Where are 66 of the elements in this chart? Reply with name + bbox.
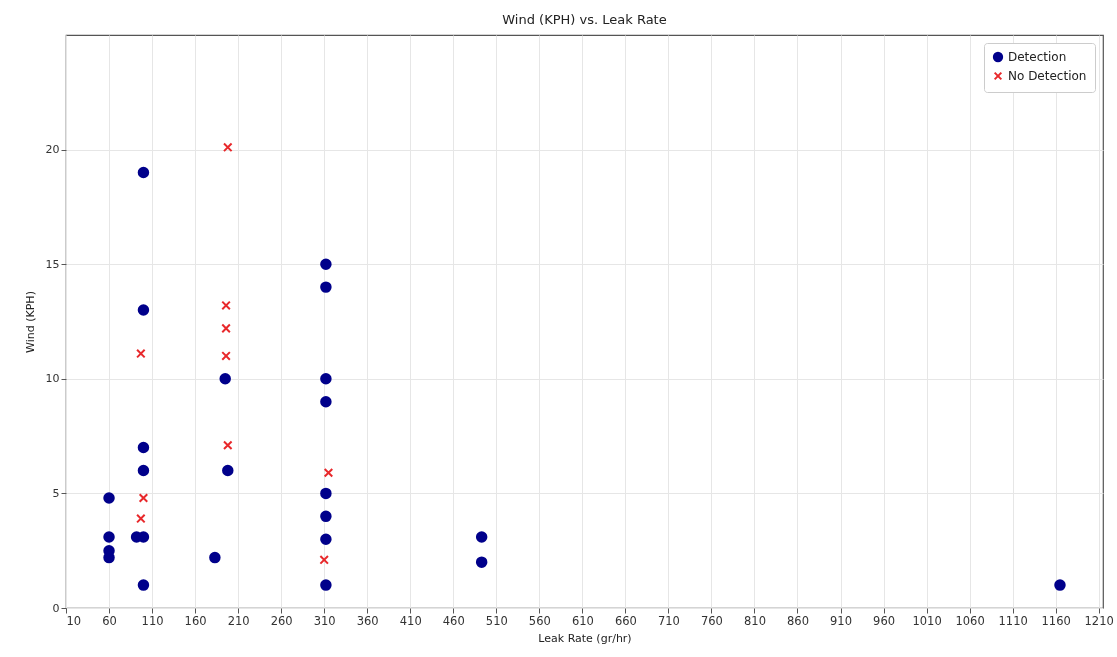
point: [136, 513, 146, 524]
point: [103, 492, 115, 504]
x-tick-label: 660: [614, 613, 637, 628]
point: [320, 579, 332, 591]
y-tick-label: 10: [45, 372, 60, 386]
y-axis-title: Wind (KPH): [23, 291, 37, 353]
point: [320, 373, 332, 385]
x-tick-label: 1110: [998, 613, 1028, 628]
x-tick-label: 1210: [1084, 613, 1114, 628]
point: [138, 493, 149, 503]
x-tick-label: 410: [399, 613, 422, 628]
x-tick-label: 1010: [912, 613, 942, 628]
y-tick-label: 0: [52, 601, 60, 615]
point: [221, 351, 231, 361]
y-tick-label: 15: [45, 257, 60, 271]
point: [137, 464, 150, 477]
point: [320, 281, 332, 293]
point: [137, 441, 150, 454]
x-tick-label: 510: [485, 613, 508, 628]
legend-label: No Detection: [1008, 69, 1087, 83]
x-tick-label: 10: [66, 613, 82, 628]
point: [319, 555, 329, 565]
point: [320, 487, 332, 500]
point: [475, 531, 488, 543]
x-tick-label: 1060: [955, 613, 985, 628]
x-tick-label: 560: [528, 613, 551, 628]
x-tick-label: 160: [184, 613, 207, 628]
point: [209, 551, 221, 564]
point: [103, 531, 115, 543]
x-axis-title: Leak Rate (gr/hr): [538, 632, 632, 645]
point: [137, 166, 150, 179]
x-tick-label: 60: [102, 613, 117, 628]
x-tick-label: 310: [313, 613, 336, 628]
x-tick-label: 610: [571, 613, 594, 628]
chart-title: Wind (KPH) vs. Leak Rate: [502, 12, 667, 27]
point: [137, 579, 150, 591]
x-tick-label: 810: [743, 613, 766, 628]
point: [320, 510, 332, 523]
point: [222, 440, 233, 451]
point: [320, 533, 332, 545]
x-tick-label: 1160: [1041, 613, 1071, 628]
point: [219, 373, 231, 385]
x-tick-label: 910: [830, 613, 852, 628]
point: [137, 304, 150, 316]
x-tick-label: 460: [442, 613, 465, 628]
point: [320, 258, 332, 270]
point: [475, 556, 488, 568]
x-tick-label: 860: [787, 613, 809, 628]
point: [320, 395, 332, 408]
point: [221, 323, 231, 334]
point: [1054, 579, 1066, 591]
x-tick-label: 960: [873, 613, 896, 628]
point: [136, 348, 146, 359]
x-tick-label: 210: [227, 613, 250, 628]
point: [323, 467, 334, 478]
legend-label: Detection: [1008, 50, 1067, 64]
point: [222, 464, 234, 477]
x-tick-label: 260: [270, 613, 293, 628]
x-tick-label: 760: [700, 613, 723, 628]
x-tick-label: 360: [356, 613, 379, 628]
y-tick-label: 5: [52, 486, 60, 500]
point: [222, 142, 233, 153]
point: [221, 300, 231, 311]
x-tick-label: 110: [141, 613, 164, 628]
x-tick-label: 710: [657, 613, 680, 628]
y-tick-label: 20: [45, 143, 60, 157]
